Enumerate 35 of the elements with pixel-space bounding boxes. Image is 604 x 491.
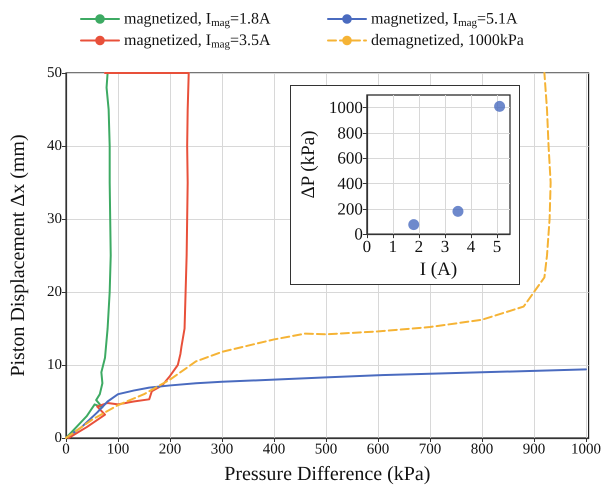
y-tick-label: 1000	[328, 98, 363, 118]
y-tick-label: 0	[54, 430, 62, 446]
x-axis-title: Pressure Difference (kPa)	[224, 463, 430, 485]
y-tick-label: 10	[47, 357, 62, 373]
point	[494, 100, 506, 112]
x-tick-label: 3	[440, 237, 450, 256]
x-tick-label: 500	[314, 442, 338, 458]
y-tick-label: 400	[337, 174, 363, 194]
y-tick-label: 0	[354, 224, 363, 244]
y-tick-label: 800	[337, 123, 363, 142]
x-tick-label: 400	[262, 442, 286, 458]
x-tick-label: 800	[470, 442, 494, 458]
point	[408, 219, 420, 230]
x-tick-label: 600	[366, 442, 390, 458]
y-tick-label: 200	[337, 199, 363, 218]
y-axis-title: ΔP (kPa)	[298, 130, 319, 199]
y-axis-title: Piston Displacement Δx (mm)	[7, 134, 29, 377]
point	[452, 206, 464, 217]
x-tick-label: 5	[492, 237, 502, 256]
x-tick-label: 4	[466, 237, 476, 256]
y-tick-label: 600	[337, 148, 363, 168]
x-tick-label: 100	[106, 442, 130, 458]
x-tick-label: 1	[388, 237, 398, 256]
x-tick-label: 700	[418, 442, 442, 458]
y-tick-label: 50	[47, 65, 62, 81]
y-tick-label: 40	[47, 138, 62, 154]
x-tick-label: 300	[210, 442, 234, 458]
x-tick-label: 1000	[571, 442, 601, 458]
y-tick-label: 30	[47, 211, 62, 227]
x-axis-title: I (A)	[420, 259, 458, 280]
x-tick-label: 900	[522, 442, 546, 458]
legend-label: demagnetized, 1000kPa	[371, 32, 524, 49]
y-tick-label: 20	[47, 284, 62, 300]
x-tick-label: 2	[414, 237, 424, 256]
x-tick-label: 200	[158, 442, 182, 458]
